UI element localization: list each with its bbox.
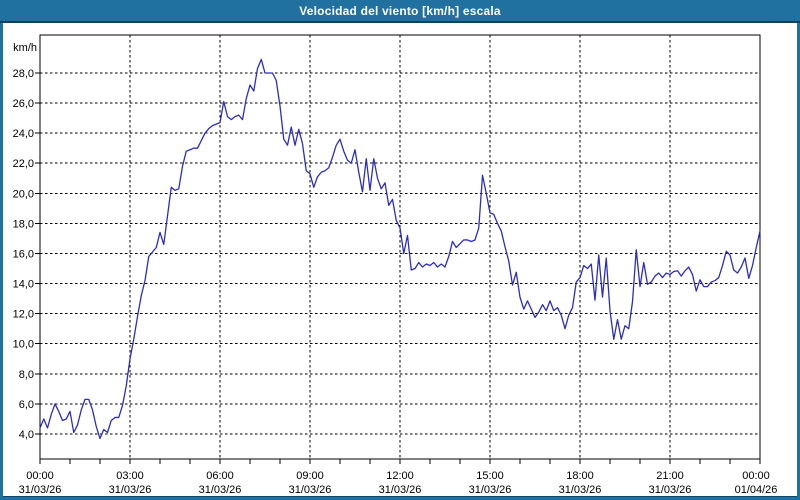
x-axis-date-label: 31/03/26 — [19, 484, 62, 496]
chart-title: Velocidad del viento [km/h] escala — [299, 3, 501, 18]
axis-ticks — [35, 72, 761, 464]
title-bar: Velocidad del viento [km/h] escala — [0, 0, 800, 23]
x-axis-date-label: 31/03/26 — [289, 484, 332, 496]
x-axis-labels: 00:00 31/03/26 03:00 31/03/26 06:00 31/03/26 0… — [19, 470, 778, 496]
y-axis-unit-label: km/h — [13, 42, 37, 54]
x-axis-date-label: 01/04/26 — [735, 484, 778, 496]
x-axis-date-label: 31/03/26 — [559, 484, 602, 496]
y-gridlines — [40, 72, 760, 435]
x-axis-time-label: 09:00 — [296, 470, 324, 482]
x-gridlines — [129, 35, 671, 459]
x-axis-time-label: 06:00 — [206, 470, 234, 482]
x-axis-time-label: 21:00 — [656, 470, 684, 482]
y-axis-labels: 4,0 6,0 8,0 10,0 12,0 14,0 16,0 18,0 20,0 22,0 24,… — [13, 68, 34, 441]
x-axis-date-label: 31/03/26 — [649, 484, 692, 496]
y-axis-label: 12,0 — [13, 309, 34, 321]
y-axis-label: 26,0 — [13, 98, 34, 110]
y-axis-label: 22,0 — [13, 158, 34, 170]
x-axis-time-label: 18:00 — [566, 470, 594, 482]
x-axis-date-label: 31/03/26 — [379, 484, 422, 496]
x-axis-time-label: 00:00 — [26, 470, 54, 482]
y-axis-label: 8,0 — [19, 369, 34, 381]
y-axis-label: 28,0 — [13, 68, 34, 80]
x-axis-time-label: 15:00 — [476, 470, 504, 482]
y-axis-label: 10,0 — [13, 339, 34, 351]
y-axis-label: 16,0 — [13, 248, 34, 260]
wind-speed-chart: 4,0 6,0 8,0 10,0 12,0 14,0 16,0 18,0 20,0 22,0 24,… — [13, 34, 778, 496]
y-axis-label: 20,0 — [13, 188, 34, 200]
y-axis-label: 6,0 — [19, 399, 34, 411]
x-axis-date-label: 31/03/26 — [109, 484, 152, 496]
x-axis-time-label: 00:00 — [742, 470, 770, 482]
x-axis-date-label: 31/03/26 — [199, 484, 242, 496]
wind-speed-line — [39, 58, 761, 440]
y-axis-label: 18,0 — [13, 218, 34, 230]
x-axis-time-label: 03:00 — [116, 470, 144, 482]
x-axis-time-label: 12:00 — [386, 470, 414, 482]
plot-area: 4,0 6,0 8,0 10,0 12,0 14,0 16,0 18,0 20,0 22,0 24,… — [3, 23, 797, 497]
x-axis-date-label: 31/03/26 — [469, 484, 512, 496]
y-axis-label: 14,0 — [13, 279, 34, 291]
y-axis-label: 24,0 — [13, 128, 34, 140]
y-axis-label: 4,0 — [19, 429, 34, 441]
